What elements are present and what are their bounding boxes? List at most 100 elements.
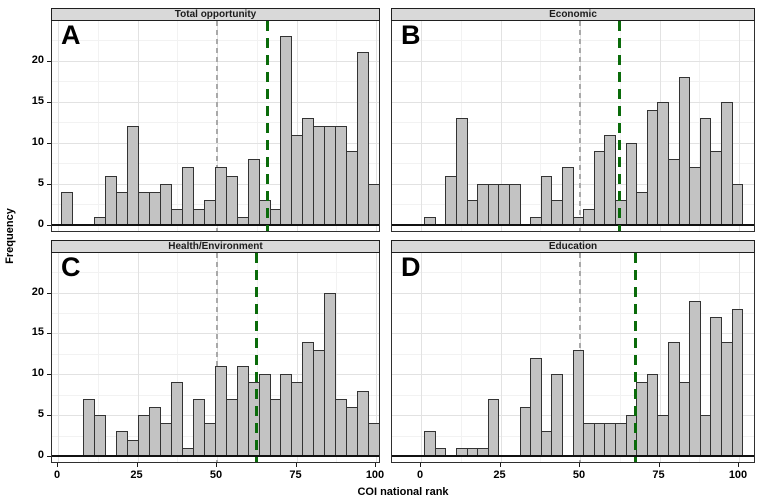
panel-letter: C [61,253,81,282]
gridline-horizontal-major [392,333,754,335]
x-tick-label: 50 [209,469,223,481]
plot-area: D [391,253,755,463]
y-tick-mark [47,225,51,226]
histogram-bar [61,192,74,226]
plot-area: A [51,21,380,232]
y-tick-mark [47,142,51,144]
y-tick-mark [47,292,51,294]
y-tick-mark [47,60,51,62]
gridline-horizontal-minor [52,163,379,165]
gridline-horizontal-major [52,60,379,62]
histogram-bar [731,308,744,457]
gridline-horizontal-major [52,101,379,103]
x-tick-mark [579,463,580,467]
y-tick-mark [47,456,51,457]
x-tick-mark [499,463,501,467]
gridline-horizontal-minor [392,272,754,274]
y-tick-label: 15 [31,94,44,107]
x-tick-label: 100 [365,469,385,481]
median-line-green-dashed [633,253,637,462]
gridline-vertical-major [500,21,502,231]
x-tick-mark [216,463,217,467]
gridline-horizontal-minor [52,272,379,274]
gridline-vertical-major [296,21,298,231]
gridline-vertical-major [421,253,422,462]
gridline-horizontal-minor [392,312,754,314]
median-line-green-dashed [265,21,269,231]
y-tick-mark [47,374,51,376]
y-tick-label: 5 [37,408,44,421]
gridline-vertical-minor [336,21,338,231]
y-tick-mark [47,101,51,103]
gridline-horizontal-major [392,60,754,62]
x-tick-label: 25 [493,469,506,481]
histogram-bar [487,398,500,457]
gridline-vertical-minor [256,21,258,231]
x-tick-mark [375,463,376,467]
y-tick-mark [47,183,51,185]
panel-letter: B [401,21,421,50]
reference-line-gray-dashed [216,253,218,462]
x-axis-line [52,455,379,457]
y-tick-mark [47,415,51,417]
x-axis-title: COI national rank [357,486,449,498]
reference-line-gray-dashed [579,21,581,231]
x-tick-label: 50 [572,469,586,481]
panel-letter: D [401,253,421,282]
gridline-vertical-major [58,253,59,462]
gridline-horizontal-major [52,292,379,294]
y-tick-label: 20 [31,285,44,298]
gridline-vertical-major [659,253,661,462]
x-tick-mark [57,463,58,467]
facet-panel-c: Health/Environment C 0 5 10 15 20 0 25 50 75 100 [32,240,384,493]
histogram-bar [731,183,744,226]
gridline-horizontal-minor [52,122,379,124]
y-tick-label: 5 [37,176,44,189]
x-tick-label: 0 [416,469,424,481]
histogram-bar [94,415,107,457]
median-line-green-dashed [254,253,258,462]
gridline-vertical-major [137,253,139,462]
y-tick-label: 15 [31,326,44,339]
gridline-vertical-major [376,21,377,231]
gridline-vertical-minor [97,21,99,231]
gridline-vertical-minor [460,253,462,462]
facet-strip: Education [391,240,755,253]
facet-panel-a: Total opportunity A 0 5 10 15 20 [32,8,380,262]
gridline-vertical-minor [97,253,99,462]
gridline-vertical-major [421,21,422,231]
histogram-bar [508,183,521,226]
gridline-horizontal-major [392,101,754,103]
gridline-vertical-major [500,253,502,462]
y-tick-label: 10 [31,367,44,380]
panel-letter: A [61,21,81,50]
gridline-vertical-major [739,21,740,231]
gridline-horizontal-minor [392,122,754,124]
gridline-vertical-minor [619,253,621,462]
gridline-horizontal-minor [392,163,754,165]
x-tick-mark [136,463,138,467]
x-tick-label: 100 [728,469,748,481]
x-tick-mark [658,463,660,467]
facet-panel-d: Education D 0 25 50 75 100 [391,240,755,493]
x-axis-line [392,455,754,457]
y-tick-label: 0 [37,218,44,230]
facet-strip: Health/Environment [51,240,380,253]
plot-area: B [391,21,755,232]
y-tick-mark [47,333,51,335]
plot-area: C [51,253,380,463]
gridline-horizontal-minor [52,353,379,355]
gridline-horizontal-minor [52,312,379,314]
gridline-horizontal-minor [52,81,379,83]
gridline-horizontal-major [52,333,379,335]
reference-line-gray-dashed [216,21,218,231]
y-tick-label: 20 [31,53,44,66]
gridline-horizontal-minor [392,40,754,42]
gridline-horizontal-major [392,142,754,144]
gridline-vertical-minor [540,253,542,462]
facet-strip-title: Education [548,241,598,252]
gridline-horizontal-major [392,292,754,294]
facet-strip-title: Total opportunity [174,9,257,20]
gridline-vertical-minor [177,21,179,231]
